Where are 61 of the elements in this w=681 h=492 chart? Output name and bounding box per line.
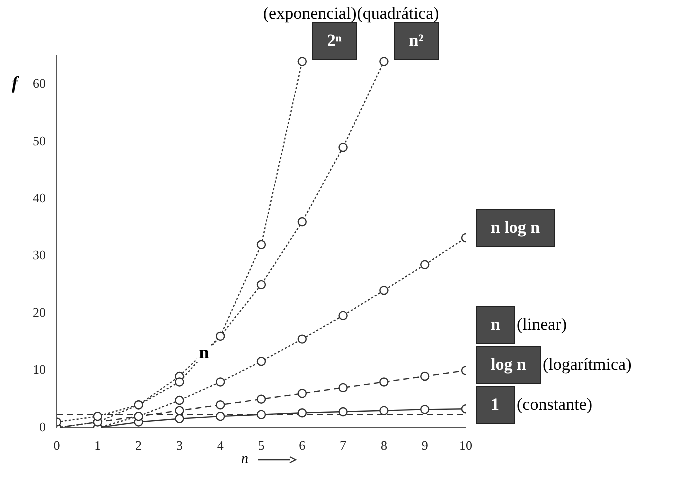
point (420, 405, 430, 414)
point (298, 408, 307, 418)
text: (quadrática) (357, 4, 440, 24)
y-tick-label: 50 (33, 133, 46, 148)
text: (logarítmica) (543, 354, 632, 375)
annotation: n (199, 342, 210, 362)
x-tick-label: 3 (176, 438, 183, 454)
point (216, 400, 226, 410)
point (380, 57, 389, 66)
point (380, 378, 389, 387)
series-label: 2ⁿ (312, 22, 357, 60)
text: (linear) (517, 314, 568, 335)
point (93, 412, 102, 422)
x-axis-title: n (242, 452, 248, 468)
point (380, 286, 389, 296)
text: n (476, 306, 516, 344)
y-tick-label: 10 (33, 362, 46, 378)
point (420, 260, 430, 270)
series-label: 1 (476, 386, 514, 424)
point (256, 394, 266, 404)
y-axis-title: f (12, 72, 18, 94)
x-tick-label: 5 (258, 438, 265, 454)
x-tick-label: 4 (217, 438, 224, 454)
point (420, 372, 430, 382)
y-tick-label: 40 (33, 190, 46, 206)
point (175, 406, 184, 416)
x-tick-label: 6 (299, 438, 306, 454)
y-tick-label: 20 (33, 304, 46, 320)
x-tick-label: 10 (460, 438, 472, 454)
point (175, 396, 184, 406)
y-tick-label: 30 (33, 248, 46, 263)
point (338, 311, 348, 320)
y-tick-label: 60 (33, 76, 46, 92)
x-tick-label: 9 (422, 438, 428, 454)
text: log n (476, 346, 542, 384)
point (216, 378, 226, 387)
text: (constante) (517, 394, 593, 415)
series-label: n log n (476, 208, 556, 247)
point (298, 57, 307, 66)
point (298, 217, 307, 227)
series-label: n² (394, 22, 439, 60)
point (175, 414, 184, 424)
point (256, 357, 266, 366)
text: (exponencial) (263, 4, 357, 24)
point (338, 407, 348, 417)
point (298, 389, 307, 398)
point (298, 334, 307, 344)
point (380, 406, 389, 416)
point (256, 240, 266, 250)
x-tick-label: 7 (340, 438, 348, 454)
point (256, 410, 266, 420)
point (175, 378, 184, 387)
x-tick-label: 8 (380, 438, 388, 454)
x-tick-label: 2 (136, 438, 142, 454)
x-tick-label: 0 (54, 438, 60, 454)
x-tick-label: 1 (94, 438, 102, 454)
point (338, 383, 348, 393)
point (338, 142, 348, 152)
point (216, 412, 226, 422)
point (256, 280, 266, 290)
y-tick-label: 0 (40, 419, 46, 434)
